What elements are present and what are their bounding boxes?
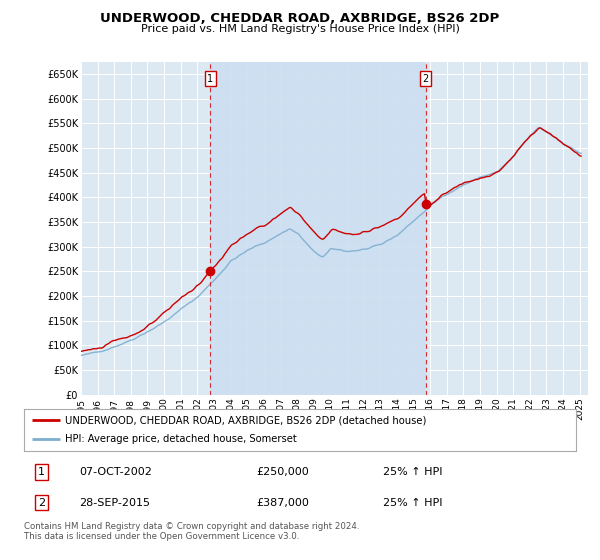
Text: Price paid vs. HM Land Registry's House Price Index (HPI): Price paid vs. HM Land Registry's House … <box>140 24 460 34</box>
Text: Contains HM Land Registry data © Crown copyright and database right 2024.
This d: Contains HM Land Registry data © Crown c… <box>24 522 359 542</box>
Text: 2: 2 <box>38 498 45 507</box>
Text: 1: 1 <box>38 467 45 477</box>
Text: HPI: Average price, detached house, Somerset: HPI: Average price, detached house, Some… <box>65 435 297 445</box>
Text: 1: 1 <box>207 74 213 84</box>
Bar <box>210 62 426 395</box>
Text: 07-OCT-2002: 07-OCT-2002 <box>79 467 152 477</box>
Text: UNDERWOOD, CHEDDAR ROAD, AXBRIDGE, BS26 2DP (detached house): UNDERWOOD, CHEDDAR ROAD, AXBRIDGE, BS26 … <box>65 415 427 425</box>
Text: 28-SEP-2015: 28-SEP-2015 <box>79 498 150 507</box>
Text: £387,000: £387,000 <box>256 498 309 507</box>
Text: £250,000: £250,000 <box>256 467 308 477</box>
Text: 25% ↑ HPI: 25% ↑ HPI <box>383 467 442 477</box>
Text: UNDERWOOD, CHEDDAR ROAD, AXBRIDGE, BS26 2DP: UNDERWOOD, CHEDDAR ROAD, AXBRIDGE, BS26 … <box>100 12 500 25</box>
Text: 2: 2 <box>422 74 429 84</box>
Text: 25% ↑ HPI: 25% ↑ HPI <box>383 498 442 507</box>
